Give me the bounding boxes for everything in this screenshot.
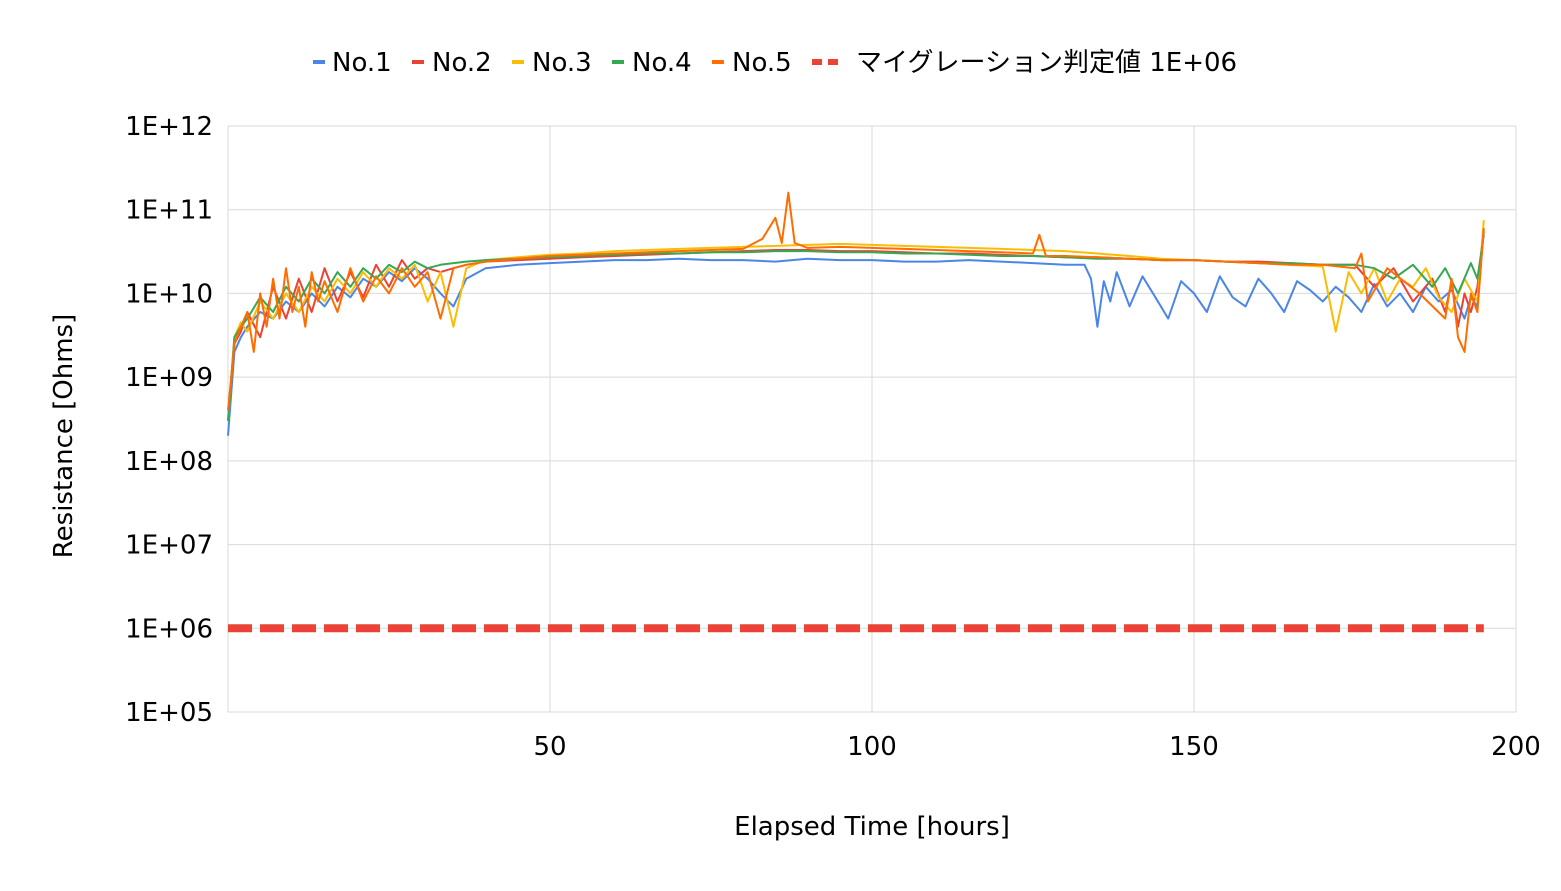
x-axis-ticks: 50 100 150 200: [533, 732, 1540, 762]
series-line-1: [227, 228, 1485, 436]
legend-label: No.4: [632, 48, 692, 78]
legend-label: No.5: [732, 48, 792, 78]
y-axis-ticks: 1E+12 1E+11 1E+10 1E+09 1E+08 1E+07 1E+06 1E+05: [125, 112, 213, 728]
x-tick-label: 50: [533, 732, 566, 762]
legend-label: マイグレーション判定値 1E+06: [856, 48, 1237, 78]
y-tick-label: 1E+09: [125, 363, 213, 393]
series-line-5: [227, 191, 1485, 411]
y-tick-label: 1E+06: [125, 614, 213, 644]
y-axis-label: Resistance [Ohms]: [49, 314, 79, 558]
legend-label: No.1: [332, 48, 392, 78]
y-tick-label: 1E+08: [125, 447, 213, 477]
legend: No.1 No.2 No.3 No.4 No.5 マイグレーション判定値 1E+06: [313, 48, 1237, 78]
grid: [227, 125, 1517, 713]
series-line-3: [227, 220, 1485, 421]
series-line-4: [227, 234, 1485, 421]
x-tick-label: 100: [847, 732, 897, 762]
y-tick-label: 1E+11: [125, 196, 213, 226]
legend-label: No.3: [532, 48, 592, 78]
series-lines: [227, 191, 1485, 633]
x-tick-label: 200: [1491, 732, 1541, 762]
x-axis-label: Elapsed Time [hours]: [734, 812, 1010, 842]
legend-label: No.2: [432, 48, 492, 78]
y-tick-label: 1E+10: [125, 279, 213, 309]
x-tick-label: 150: [1169, 732, 1219, 762]
y-tick-label: 1E+05: [125, 698, 213, 728]
y-tick-label: 1E+12: [125, 112, 213, 142]
y-tick-label: 1E+07: [125, 531, 213, 561]
